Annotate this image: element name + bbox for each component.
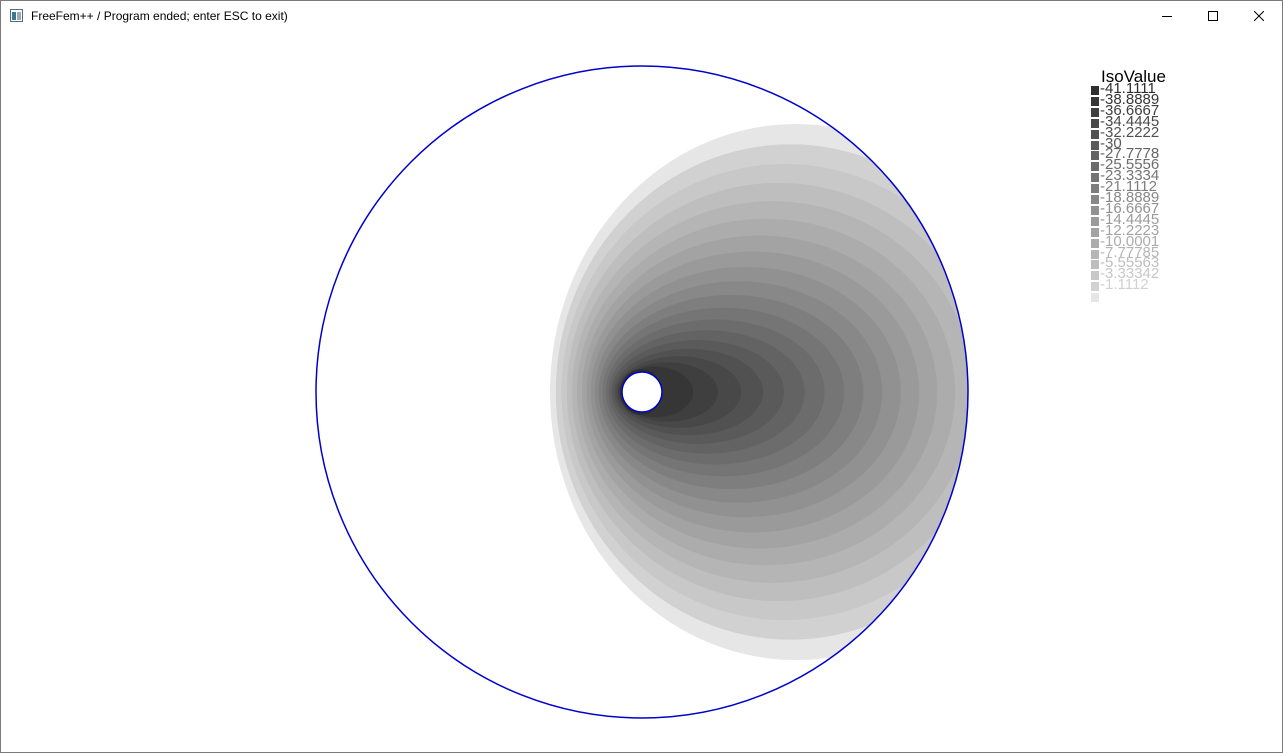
legend-swatch [1091,184,1099,194]
legend-entry: -21.1112 [1089,179,1199,194]
inner-boundary [621,371,663,413]
legend-label: -23.3334 [1100,167,1160,185]
legend-label: -14.4445 [1100,210,1160,228]
legend-label: -7.77785 [1100,243,1160,261]
legend-entry: -18.8889 [1089,190,1199,205]
legend-label: -18.8889 [1100,189,1160,206]
legend-label: -16.6667 [1100,199,1160,217]
legend-entry: -3.33342 [1089,266,1199,281]
legend-label: -21.1112 [1100,178,1157,196]
legend-entry: -34.4445 [1089,114,1199,129]
legend-entry: -16.6667 [1089,201,1199,216]
legend-swatch [1091,118,1099,128]
legend-swatch [1091,195,1099,204]
legend-title: IsoValue [1101,67,1166,86]
legend-label: -12.2223 [1100,221,1160,239]
legend-label: -1.1112 [1100,276,1149,294]
legend-entry: -38.8889 [1089,92,1199,107]
legend-swatch [1091,227,1099,237]
legend-entry: -5.55563 [1089,255,1199,270]
legend-label: -41.1111 [1100,80,1156,97]
legend-entry: -14.4445 [1089,212,1199,227]
legend-entry: -41.1111 [1089,81,1199,96]
legend-swatch [1091,162,1099,172]
legend-entry: -23.3334 [1089,168,1199,183]
legend-label: -5.55563 [1100,254,1160,272]
legend-swatch [1091,205,1099,215]
legend-swatch [1091,151,1099,161]
maximize-button[interactable] [1190,1,1236,31]
legend-entry [1089,292,1199,303]
freefem-app-icon [10,9,23,22]
legend-swatch [1091,107,1099,117]
legend-swatch [1091,216,1099,226]
legend-entry: -36.6667 [1089,103,1199,118]
legend-label: -25.5556 [1100,156,1160,174]
legend-label: -34.4445 [1100,112,1160,130]
window-title: FreeFem++ / Program ended; enter ESC to … [31,9,288,23]
legend-swatch [1091,293,1099,303]
legend-label: -3.33342 [1100,265,1160,283]
legend-label: -10.0001 [1100,232,1160,250]
isovalue-plot [315,65,969,719]
legend-swatch [1091,249,1099,259]
legend-swatch [1091,140,1099,150]
maximize-icon [1208,11,1218,21]
legend-entry: -10.0001 [1089,234,1199,249]
legend-entry: -30 [1089,136,1199,151]
legend-swatch [1091,271,1099,281]
isovalue-legend: IsoValue -41.1111 -38.8889 -36.6667 -34.444… [1089,67,1199,303]
legend-entry: -12.2223 [1089,223,1199,238]
legend-entry: -7.77785 [1089,245,1199,260]
close-button[interactable] [1236,1,1282,31]
minimize-icon [1162,16,1172,17]
legend-swatch [1091,96,1099,106]
close-icon [1254,11,1264,21]
plot-canvas[interactable]: IsoValue -41.1111 -38.8889 -36.6667 -34.444… [1,31,1282,752]
legend-entry: -25.5556 [1089,157,1199,172]
legend-swatch [1091,238,1099,248]
legend-swatch [1091,86,1099,95]
legend-label: -38.8889 [1100,90,1160,108]
minimize-button[interactable] [1144,1,1190,31]
title-bar[interactable]: FreeFem++ / Program ended; enter ESC to … [1,1,1282,31]
outer-boundary [315,65,969,719]
legend-swatch [1091,173,1099,183]
legend-label: -27.7778 [1100,145,1160,163]
contour-bands [550,124,968,660]
legend-label: -36.6667 [1100,101,1160,119]
legend-entry: -1.1112 [1089,277,1199,292]
legend-label: -30 [1100,134,1122,152]
legend-entry: -32.2222 [1089,125,1199,140]
legend-swatch [1091,282,1099,292]
legend-swatch [1091,129,1099,139]
legend-label: -32.2222 [1100,123,1160,141]
legend-entry: -27.7778 [1089,146,1199,161]
legend-swatch [1091,260,1099,270]
